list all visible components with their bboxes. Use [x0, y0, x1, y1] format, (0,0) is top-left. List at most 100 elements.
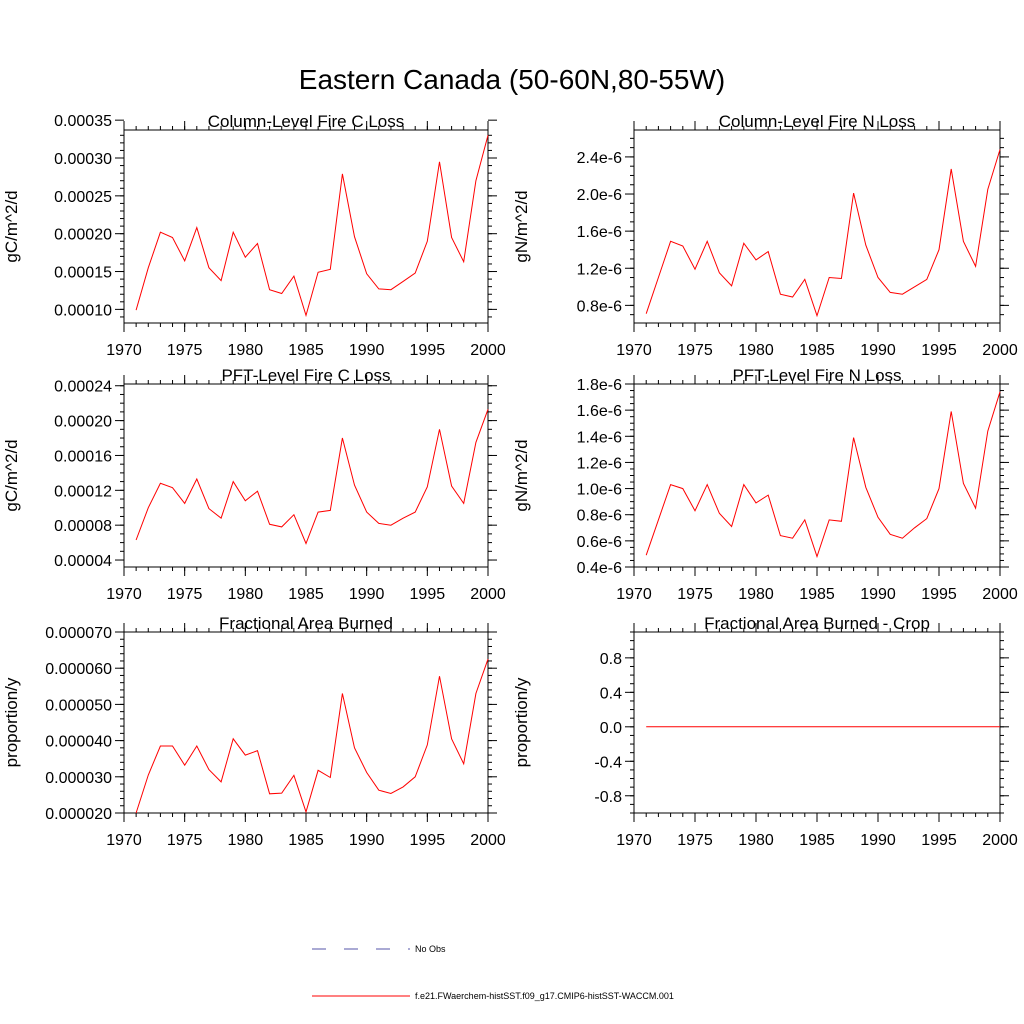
- p4-x-tick-label: 1980: [738, 586, 774, 603]
- legend: No Obs f.e21.FWaerchem-histSST.f09_g17.C…: [312, 944, 674, 1001]
- p3-x-tick-label: 1980: [228, 586, 264, 603]
- p4-series-line: [645, 391, 1001, 559]
- p5-y-tick-label: 0.000050: [45, 697, 112, 714]
- p1-y-tick-label: 0.00025: [54, 189, 112, 206]
- p6-y-tick-label: -0.8: [594, 789, 622, 806]
- p4-y-tick-label: 0.8e-6: [577, 508, 622, 525]
- p6-plot-frame: [633, 631, 1001, 814]
- p1-y-tick-label: 0.00010: [54, 302, 112, 319]
- p3-y-tick-label: 0.00004: [54, 553, 112, 570]
- p6-y-tick-label: 0.0: [600, 720, 622, 737]
- p2-x-tick-label: 1970: [616, 342, 652, 359]
- p5-y-tick-label: 0.000030: [45, 770, 112, 787]
- p4-y-tick-label: 1.6e-6: [577, 403, 622, 420]
- p6-ylabel: proportion/y: [512, 677, 531, 767]
- p6-x-tick-label: 1975: [677, 832, 713, 849]
- p2-y-tick-label: 0.8e-6: [577, 298, 622, 315]
- p2-x-tick-label: 2000: [982, 342, 1018, 359]
- p5-y-tick-label: 0.000070: [45, 625, 112, 642]
- p4-y-tick-label: 1.4e-6: [577, 429, 622, 446]
- p5-y-tick-label: 0.000060: [45, 661, 112, 678]
- p1-series-line: [135, 135, 489, 318]
- p6-y-tick-label: -0.4: [594, 754, 622, 771]
- p4-y-tick-label: 1.8e-6: [577, 377, 622, 394]
- p3-ylabel: gC/m^2/d: [2, 439, 21, 511]
- p1-y-tick-label: 0.00020: [54, 227, 112, 244]
- p4-y-tick-label: 1.2e-6: [577, 455, 622, 472]
- p2-x-tick-label: 1980: [738, 342, 774, 359]
- p2-x-tick-label: 1995: [921, 342, 957, 359]
- p5-x-tick-label: 1975: [167, 832, 203, 849]
- p5-x-tick-label: 1995: [410, 832, 446, 849]
- p3-y-tick-label: 0.00012: [54, 483, 112, 500]
- p1-x-tick-label: 1970: [106, 342, 142, 359]
- p1-x-tick-label: 1980: [228, 342, 264, 359]
- p5-x-tick-label: 1970: [106, 832, 142, 849]
- p3-y-tick-label: 0.00024: [54, 379, 112, 396]
- p3-y-tick-label: 0.00020: [54, 414, 112, 431]
- p5-series-line: [135, 658, 489, 814]
- p4-ylabel: gN/m^2/d: [512, 439, 531, 511]
- p3-plot-frame: [123, 383, 489, 568]
- p4-x-tick-label: 1975: [677, 586, 713, 603]
- p4-x-tick-label: 1970: [616, 586, 652, 603]
- p1-x-tick-label: 2000: [470, 342, 506, 359]
- p5-ylabel: proportion/y: [2, 677, 21, 767]
- p6-x-tick-label: 1980: [738, 832, 774, 849]
- p1-x-tick-label: 1985: [288, 342, 324, 359]
- p1-y-tick-label: 0.00030: [54, 151, 112, 168]
- p3-x-tick-label: 1990: [349, 586, 385, 603]
- p4-x-tick-label: 2000: [982, 586, 1018, 603]
- legend-obs-label: No Obs: [415, 944, 446, 954]
- p6-x-tick-label: 1990: [860, 832, 896, 849]
- p5-x-tick-label: 2000: [470, 832, 506, 849]
- p1-x-tick-label: 1975: [167, 342, 203, 359]
- p3-x-tick-label: 1975: [167, 586, 203, 603]
- p1-y-tick-label: 0.00015: [54, 265, 112, 282]
- p1-x-tick-label: 1995: [410, 342, 446, 359]
- p3-x-tick-label: 2000: [470, 586, 506, 603]
- p5-y-tick-label: 0.000020: [45, 806, 112, 823]
- p4-plot-frame: [633, 383, 1001, 568]
- p2-x-tick-label: 1975: [677, 342, 713, 359]
- p4-y-tick-label: 1.0e-6: [577, 482, 622, 499]
- p1-ylabel: gC/m^2/d: [2, 190, 21, 262]
- p5-plot-frame: [123, 631, 489, 814]
- p2-y-tick-label: 2.0e-6: [577, 187, 622, 204]
- p5-y-tick-label: 0.000040: [45, 734, 112, 751]
- p2-x-tick-label: 1990: [860, 342, 896, 359]
- p5-x-tick-label: 1990: [349, 832, 385, 849]
- p3-series-line: [135, 409, 489, 545]
- p4-y-tick-label: 0.4e-6: [577, 560, 622, 577]
- p3-y-tick-label: 0.00016: [54, 448, 112, 465]
- p2-y-tick-label: 1.6e-6: [577, 224, 622, 241]
- p3-x-tick-label: 1985: [288, 586, 324, 603]
- p6-y-tick-label: 0.8: [600, 651, 622, 668]
- p2-x-tick-label: 1985: [799, 342, 835, 359]
- figure-title: Eastern Canada (50-60N,80-55W): [298, 64, 726, 95]
- p4-y-tick-label: 0.6e-6: [577, 534, 622, 551]
- chart-panel-6: Fractional Area Burned - Cropproportion/…: [512, 614, 1018, 849]
- p2-y-tick-label: 1.2e-6: [577, 261, 622, 278]
- p1-x-tick-label: 1990: [349, 342, 385, 359]
- p6-x-tick-label: 1995: [921, 832, 957, 849]
- p2-series-line: [645, 149, 1001, 318]
- p2-ylabel: gN/m^2/d: [512, 190, 531, 262]
- p4-x-tick-label: 1990: [860, 586, 896, 603]
- p3-x-tick-label: 1995: [410, 586, 446, 603]
- p4-x-tick-label: 1985: [799, 586, 835, 603]
- p3-x-tick-label: 1970: [106, 586, 142, 603]
- p3-y-tick-label: 0.00008: [54, 518, 112, 535]
- p6-x-tick-label: 2000: [982, 832, 1018, 849]
- p5-x-tick-label: 1980: [228, 832, 264, 849]
- p1-plot-frame: [123, 129, 489, 324]
- p1-y-tick-label: 0.00035: [54, 113, 112, 130]
- p6-y-tick-label: 0.4: [600, 685, 622, 702]
